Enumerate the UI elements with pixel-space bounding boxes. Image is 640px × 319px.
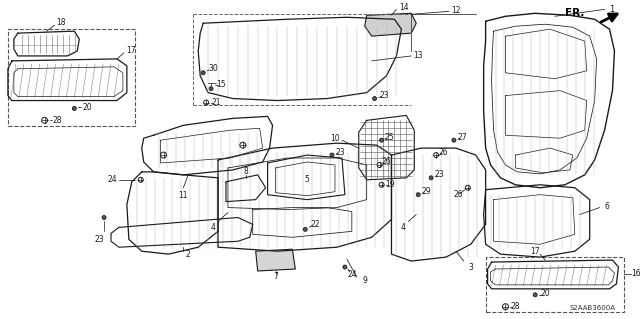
Text: 23: 23 bbox=[380, 91, 389, 100]
Text: 26: 26 bbox=[438, 148, 448, 157]
Circle shape bbox=[42, 117, 47, 123]
Circle shape bbox=[72, 107, 76, 110]
Bar bbox=[486, 257, 625, 312]
Text: 1: 1 bbox=[609, 5, 614, 14]
Circle shape bbox=[303, 227, 307, 231]
Text: 16: 16 bbox=[631, 270, 640, 278]
Text: 17: 17 bbox=[531, 247, 540, 256]
Polygon shape bbox=[365, 13, 416, 36]
Circle shape bbox=[377, 162, 382, 167]
Text: 15: 15 bbox=[216, 80, 226, 89]
Text: 6: 6 bbox=[604, 202, 609, 211]
Text: 14: 14 bbox=[399, 3, 409, 12]
Text: FR.: FR. bbox=[565, 8, 585, 18]
Text: 3: 3 bbox=[468, 263, 473, 271]
Circle shape bbox=[138, 177, 143, 182]
Circle shape bbox=[429, 176, 433, 180]
Text: 28: 28 bbox=[52, 116, 62, 125]
Text: 11: 11 bbox=[179, 191, 188, 200]
Circle shape bbox=[161, 152, 166, 158]
Text: 22: 22 bbox=[310, 220, 320, 229]
Circle shape bbox=[240, 142, 246, 148]
Text: 29: 29 bbox=[421, 187, 431, 196]
Circle shape bbox=[209, 87, 213, 91]
Text: 27: 27 bbox=[457, 133, 467, 142]
Circle shape bbox=[452, 138, 456, 142]
Circle shape bbox=[372, 97, 376, 100]
Circle shape bbox=[502, 304, 508, 310]
Circle shape bbox=[379, 182, 384, 187]
Text: 7: 7 bbox=[273, 272, 278, 281]
Circle shape bbox=[201, 71, 205, 75]
Text: 5: 5 bbox=[305, 175, 310, 184]
Circle shape bbox=[416, 193, 420, 197]
Text: 23: 23 bbox=[94, 235, 104, 244]
Text: 4: 4 bbox=[211, 223, 216, 232]
Text: 13: 13 bbox=[413, 51, 423, 60]
Text: S2AAB3600A: S2AAB3600A bbox=[570, 305, 616, 311]
Circle shape bbox=[533, 293, 537, 297]
Text: 19: 19 bbox=[386, 180, 396, 189]
Circle shape bbox=[465, 185, 470, 190]
Text: 10: 10 bbox=[330, 134, 340, 143]
Text: 18: 18 bbox=[57, 18, 66, 27]
Text: 28: 28 bbox=[511, 302, 520, 311]
Circle shape bbox=[330, 153, 334, 157]
Text: 8: 8 bbox=[243, 167, 248, 176]
Text: 26: 26 bbox=[381, 158, 391, 167]
Text: 24: 24 bbox=[347, 271, 356, 279]
Text: 30: 30 bbox=[208, 64, 218, 73]
Circle shape bbox=[380, 138, 383, 142]
Text: 23: 23 bbox=[335, 148, 345, 157]
Circle shape bbox=[433, 152, 438, 158]
Text: 2: 2 bbox=[186, 250, 191, 259]
Circle shape bbox=[102, 216, 106, 219]
Bar bbox=[8, 29, 135, 126]
Circle shape bbox=[343, 265, 347, 269]
Text: 4: 4 bbox=[401, 223, 406, 232]
Text: 25: 25 bbox=[385, 133, 394, 142]
Text: 26: 26 bbox=[453, 190, 463, 199]
Polygon shape bbox=[256, 249, 295, 271]
Text: 23: 23 bbox=[434, 170, 444, 179]
Text: 20: 20 bbox=[540, 289, 550, 298]
Text: 9: 9 bbox=[362, 276, 367, 286]
Circle shape bbox=[204, 100, 209, 105]
Text: 21: 21 bbox=[211, 98, 221, 107]
Text: 12: 12 bbox=[451, 6, 461, 15]
Text: 20: 20 bbox=[83, 103, 92, 112]
Text: 24: 24 bbox=[107, 175, 117, 184]
Text: 17: 17 bbox=[126, 47, 136, 56]
